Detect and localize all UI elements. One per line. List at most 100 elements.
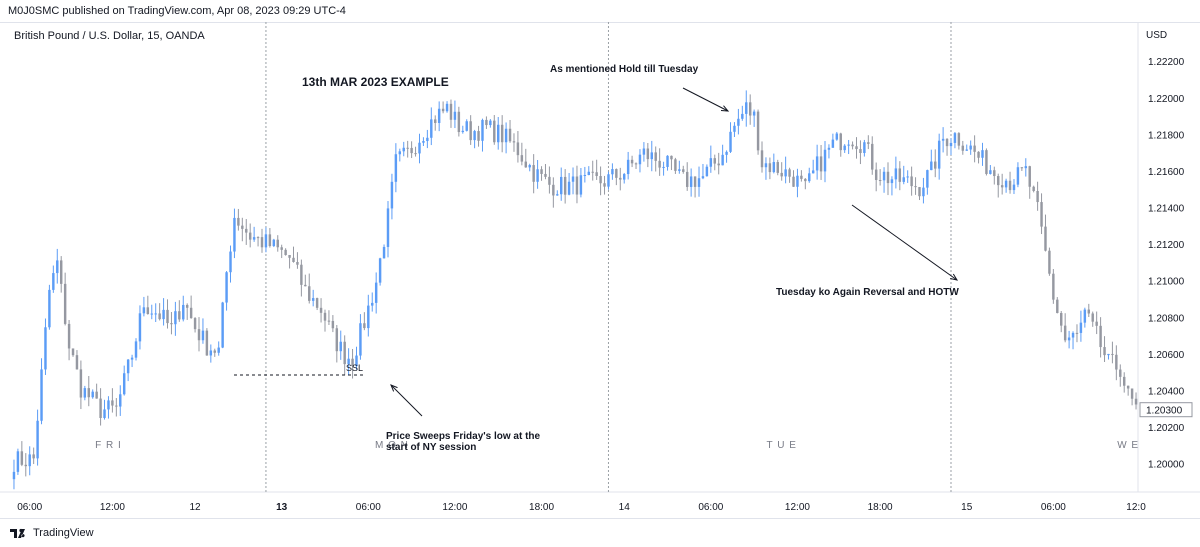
candle-260[interactable]	[1036, 190, 1039, 203]
candle-229[interactable]	[914, 186, 917, 188]
candle-41[interactable]	[174, 311, 177, 325]
candle-132[interactable]	[532, 165, 535, 182]
candle-225[interactable]	[898, 168, 902, 182]
candle-4[interactable]	[28, 454, 31, 467]
candle-130[interactable]	[524, 161, 528, 168]
candle-74[interactable]	[304, 284, 307, 287]
candle-128[interactable]	[516, 142, 520, 156]
candle-69[interactable]	[284, 249, 287, 255]
candle-85[interactable]	[347, 358, 350, 365]
candle-42[interactable]	[178, 311, 181, 320]
candle-202[interactable]	[808, 173, 811, 182]
candle-281[interactable]	[1119, 369, 1122, 377]
candle-12[interactable]	[59, 260, 63, 284]
candle-216[interactable]	[863, 142, 866, 154]
candle-273[interactable]	[1087, 309, 1091, 314]
candle-147[interactable]	[591, 171, 594, 173]
candle-38[interactable]	[162, 309, 165, 320]
candle-250[interactable]	[997, 176, 1000, 186]
candle-239[interactable]	[953, 133, 957, 143]
candle-257[interactable]	[1024, 166, 1028, 169]
candle-1[interactable]	[16, 451, 20, 472]
candle-153[interactable]	[615, 169, 618, 178]
candle-187[interactable]	[748, 102, 752, 116]
candle-78[interactable]	[319, 307, 323, 313]
candle-254[interactable]	[1012, 184, 1016, 191]
candle-51[interactable]	[213, 350, 216, 353]
candle-274[interactable]	[1091, 313, 1094, 322]
candle-30[interactable]	[130, 357, 134, 360]
candle-171[interactable]	[685, 171, 689, 187]
candle-248[interactable]	[989, 170, 992, 174]
candle-131[interactable]	[528, 165, 531, 168]
candle-35[interactable]	[150, 313, 153, 315]
candle-52[interactable]	[217, 347, 220, 353]
candle-5[interactable]	[32, 454, 35, 459]
candle-127[interactable]	[512, 141, 516, 143]
candle-7[interactable]	[40, 369, 43, 421]
candle-11[interactable]	[56, 260, 59, 274]
candle-140[interactable]	[563, 176, 567, 195]
candle-265[interactable]	[1056, 299, 1059, 313]
candle-263[interactable]	[1048, 250, 1051, 274]
candle-194[interactable]	[776, 162, 779, 173]
candle-169[interactable]	[678, 169, 681, 171]
candle-241[interactable]	[961, 145, 965, 151]
candle-268[interactable]	[1067, 337, 1071, 341]
candle-58[interactable]	[241, 225, 244, 229]
candle-267[interactable]	[1063, 325, 1067, 341]
candle-29[interactable]	[126, 359, 130, 374]
candle-98[interactable]	[398, 151, 402, 155]
candle-90[interactable]	[367, 305, 370, 329]
candle-255[interactable]	[1016, 167, 1020, 185]
candle-61[interactable]	[252, 237, 256, 240]
candle-59[interactable]	[245, 228, 248, 233]
candle-93[interactable]	[378, 258, 382, 283]
candle-191[interactable]	[764, 163, 768, 168]
candle-164[interactable]	[658, 160, 661, 168]
candle-121[interactable]	[489, 120, 492, 126]
candle-180[interactable]	[721, 154, 724, 166]
candle-125[interactable]	[504, 128, 508, 143]
candle-138[interactable]	[556, 194, 559, 196]
candle-91[interactable]	[371, 302, 374, 306]
candle-64[interactable]	[264, 234, 268, 248]
candle-282[interactable]	[1122, 376, 1126, 386]
candle-92[interactable]	[374, 282, 378, 303]
candle-111[interactable]	[449, 103, 453, 120]
candle-240[interactable]	[957, 133, 961, 146]
candle-243[interactable]	[969, 145, 972, 150]
candle-117[interactable]	[473, 131, 476, 141]
candle-151[interactable]	[607, 174, 610, 187]
candle-23[interactable]	[103, 409, 106, 418]
candle-19[interactable]	[87, 388, 90, 398]
candle-57[interactable]	[237, 217, 240, 226]
candle-73[interactable]	[300, 264, 303, 285]
candle-96[interactable]	[390, 181, 394, 209]
candle-237[interactable]	[945, 138, 949, 147]
candle-196[interactable]	[784, 169, 787, 177]
candle-284[interactable]	[1130, 388, 1134, 399]
candle-219[interactable]	[874, 169, 878, 181]
candle-94[interactable]	[382, 246, 386, 259]
candle-76[interactable]	[311, 298, 315, 301]
candle-233[interactable]	[930, 161, 933, 171]
candle-79[interactable]	[323, 312, 327, 321]
candle-279[interactable]	[1111, 353, 1114, 355]
candle-226[interactable]	[902, 177, 905, 182]
candle-159[interactable]	[638, 154, 642, 165]
candle-108[interactable]	[437, 108, 441, 123]
candle-278[interactable]	[1107, 353, 1110, 356]
candle-115[interactable]	[465, 121, 468, 131]
candle-124[interactable]	[500, 124, 504, 143]
candle-280[interactable]	[1115, 354, 1118, 370]
candle-193[interactable]	[772, 162, 776, 173]
candle-166[interactable]	[666, 155, 669, 167]
candle-220[interactable]	[878, 180, 882, 182]
candle-15[interactable]	[71, 348, 75, 356]
candle-221[interactable]	[882, 171, 886, 181]
candle-87[interactable]	[355, 355, 358, 367]
candle-285[interactable]	[1134, 398, 1138, 405]
candle-277[interactable]	[1103, 347, 1106, 356]
candle-264[interactable]	[1052, 273, 1055, 300]
